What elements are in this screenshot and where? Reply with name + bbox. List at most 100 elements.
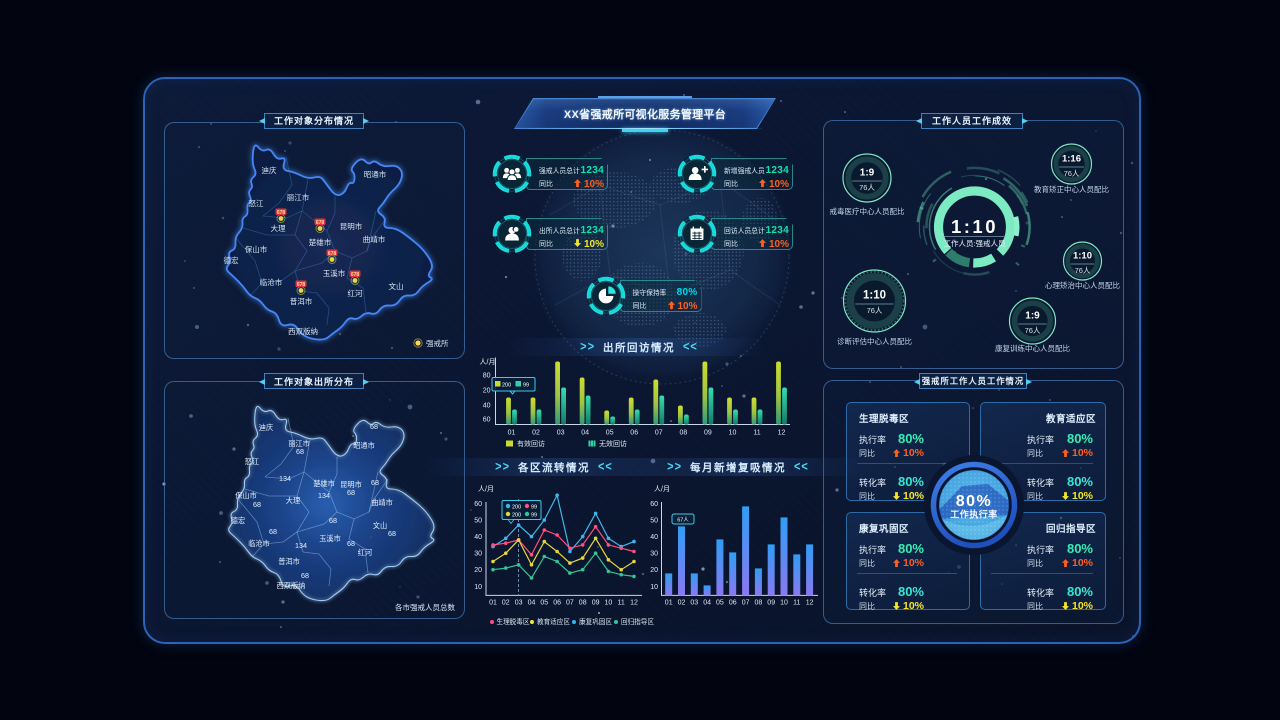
svg-text:03: 03	[515, 599, 523, 606]
svg-text:1:10: 1:10	[1072, 251, 1091, 262]
svg-text:05: 05	[606, 430, 614, 437]
svg-text:人/月: 人/月	[478, 485, 494, 493]
svg-text:200: 200	[512, 505, 521, 511]
svg-text:67人: 67人	[677, 517, 689, 524]
svg-text:丽江市: 丽江市	[288, 439, 310, 448]
svg-text:大理: 大理	[271, 223, 286, 233]
svg-text:76人: 76人	[1024, 326, 1040, 335]
svg-text:人/月: 人/月	[480, 358, 496, 366]
svg-text:大理: 大理	[286, 496, 300, 505]
svg-text:76人: 76人	[866, 306, 882, 315]
svg-text:08: 08	[680, 430, 688, 437]
svg-text:10: 10	[780, 599, 788, 606]
svg-text:临沧市: 临沧市	[260, 277, 283, 287]
svg-text:教育矫正中心人员配比: 教育矫正中心人员配比	[1034, 184, 1109, 194]
svg-text:昆明市: 昆明市	[340, 480, 362, 489]
svg-text:02: 02	[678, 599, 686, 606]
svg-text:玉溪市: 玉溪市	[319, 534, 341, 543]
svg-text:05: 05	[716, 599, 724, 606]
svg-text:134: 134	[295, 541, 307, 550]
svg-text:40: 40	[483, 403, 491, 410]
svg-text:德宏: 德宏	[224, 255, 239, 265]
svg-text:68: 68	[371, 478, 379, 487]
svg-text:76人: 76人	[1074, 266, 1090, 275]
svg-text:30: 30	[650, 551, 658, 558]
svg-text:曲靖市: 曲靖市	[371, 498, 393, 507]
svg-text:68: 68	[347, 539, 355, 548]
svg-text:丽江市: 丽江市	[287, 192, 310, 202]
svg-text:06: 06	[553, 599, 561, 606]
svg-text:人/月: 人/月	[654, 485, 670, 493]
svg-text:04: 04	[703, 599, 711, 606]
svg-text:68: 68	[301, 571, 309, 580]
svg-text:76人: 76人	[1063, 169, 1079, 178]
svg-text:20: 20	[474, 567, 482, 574]
svg-text:20: 20	[650, 567, 658, 574]
svg-text:工作执行率: 工作执行率	[950, 509, 998, 520]
svg-text:68: 68	[329, 516, 337, 525]
svg-text:07: 07	[566, 599, 574, 606]
svg-text:01: 01	[489, 599, 497, 606]
svg-text:05: 05	[540, 599, 548, 606]
svg-text:76人: 76人	[859, 183, 875, 192]
svg-text:11: 11	[618, 599, 625, 606]
svg-text:曲靖市: 曲靖市	[363, 234, 386, 244]
svg-text:68: 68	[388, 529, 396, 538]
svg-text:09: 09	[704, 430, 712, 437]
svg-text:迪庆: 迪庆	[259, 423, 273, 432]
svg-text:68: 68	[269, 527, 277, 536]
svg-text:678: 678	[316, 220, 325, 226]
svg-text:99: 99	[531, 513, 537, 519]
svg-text:1:9: 1:9	[1025, 311, 1040, 322]
svg-text:10: 10	[474, 584, 482, 591]
svg-text:楚雄市: 楚雄市	[313, 479, 335, 488]
svg-text:戒毒医疗中心人员配比: 戒毒医疗中心人员配比	[829, 206, 904, 216]
svg-text:1:16: 1:16	[1061, 154, 1080, 165]
svg-text:12: 12	[806, 599, 814, 606]
svg-text:玉溪市: 玉溪市	[323, 268, 346, 278]
svg-text:有效回访: 有效回访	[517, 439, 545, 448]
svg-text:文山: 文山	[373, 521, 387, 530]
svg-text:678: 678	[277, 210, 286, 216]
svg-text:200: 200	[512, 513, 521, 519]
svg-text:1:10: 1:10	[950, 216, 997, 237]
svg-text:50: 50	[474, 518, 482, 525]
svg-text:200: 200	[502, 383, 511, 389]
svg-text:怒江: 怒江	[245, 457, 259, 466]
svg-text:楚雄市: 楚雄市	[309, 237, 332, 247]
svg-text:99: 99	[531, 505, 537, 511]
svg-text:09: 09	[767, 599, 775, 606]
svg-text:03: 03	[557, 430, 565, 437]
svg-text:德宏: 德宏	[231, 516, 245, 525]
svg-text:68: 68	[370, 422, 378, 431]
svg-text:诊断评估中心人员配比: 诊断评估中心人员配比	[837, 336, 912, 346]
svg-text:红河: 红河	[348, 288, 363, 298]
svg-text:工作人员:强戒人员: 工作人员:强戒人员	[943, 238, 1006, 248]
svg-text:1:10: 1:10	[862, 290, 885, 302]
svg-text:02: 02	[502, 599, 510, 606]
svg-text:60: 60	[483, 417, 491, 424]
svg-text:68: 68	[253, 500, 261, 509]
svg-text:10: 10	[650, 584, 658, 591]
svg-text:10: 10	[729, 430, 737, 437]
svg-text:1:9: 1:9	[859, 168, 874, 179]
svg-text:11: 11	[753, 430, 760, 437]
svg-text:07: 07	[655, 430, 663, 437]
svg-text:心理矫治中心人员配比: 心理矫治中心人员配比	[1045, 280, 1120, 290]
svg-text:50: 50	[650, 518, 658, 525]
svg-text:678: 678	[297, 282, 306, 288]
svg-text:01: 01	[665, 599, 673, 606]
svg-text:09: 09	[592, 599, 600, 606]
svg-text:678: 678	[328, 251, 337, 257]
svg-text:西双版纳: 西双版纳	[288, 326, 318, 336]
svg-text:红河: 红河	[358, 548, 372, 557]
svg-text:02: 02	[532, 430, 540, 437]
svg-text:12: 12	[630, 599, 638, 606]
svg-text:保山市: 保山市	[245, 244, 268, 254]
svg-text:04: 04	[581, 430, 589, 437]
svg-text:60: 60	[650, 501, 658, 508]
svg-text:11: 11	[793, 599, 800, 606]
svg-text:07: 07	[742, 599, 750, 606]
svg-text:03: 03	[690, 599, 698, 606]
svg-text:西双版纳: 西双版纳	[277, 581, 306, 590]
